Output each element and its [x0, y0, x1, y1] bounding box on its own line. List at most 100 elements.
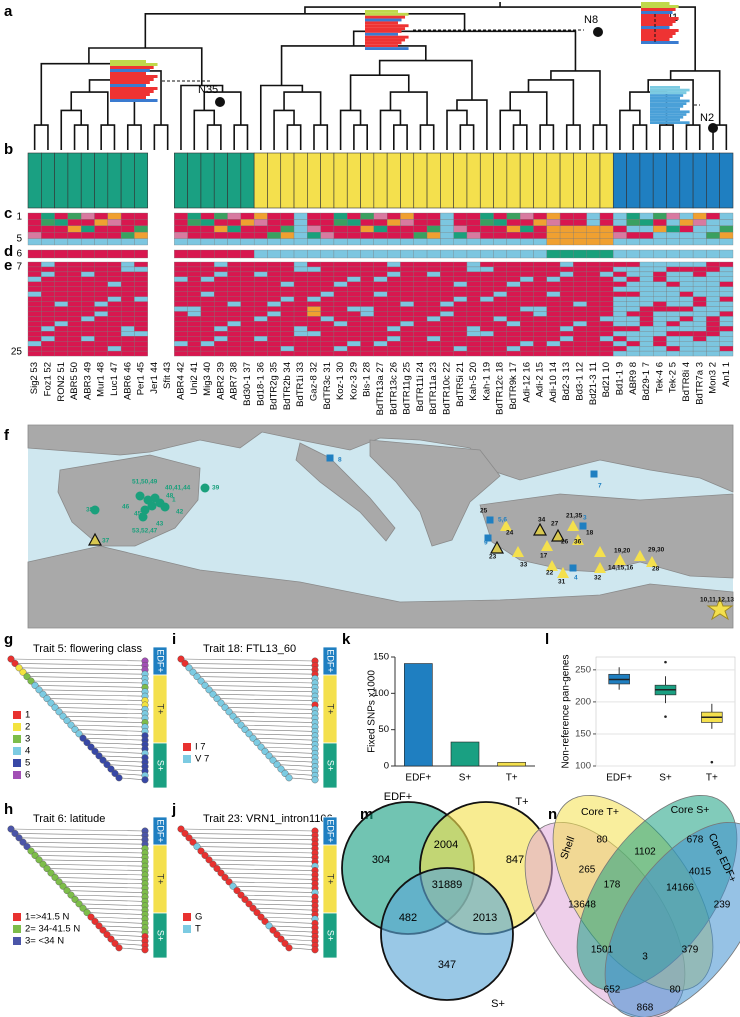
heatmap-cell — [599, 336, 614, 342]
y-tick-label: 150 — [373, 652, 389, 663]
sample-label: Bd3-1 12 — [575, 362, 586, 401]
trait-title: Trait 6: latitude — [33, 813, 105, 825]
heatmap-cell — [27, 261, 42, 268]
heatmap-cell — [466, 281, 481, 287]
heatmap-cell — [719, 301, 734, 307]
heatmap-cell — [320, 296, 335, 302]
trait-node — [177, 655, 185, 663]
trait-node — [185, 834, 193, 842]
heatmap-cell — [360, 238, 374, 246]
heatmap-cell — [440, 286, 454, 292]
sample-label: Kah-1 19 — [481, 362, 492, 401]
trait-node — [47, 699, 55, 707]
heatmap-cell — [586, 321, 601, 327]
heatmap-cell — [240, 301, 255, 307]
admixture-bar — [679, 152, 694, 209]
map-label: 39 — [212, 485, 220, 492]
trait-node — [193, 673, 201, 681]
heatmap-cell — [520, 232, 534, 239]
heatmap-cell — [253, 336, 268, 342]
tree-branch — [272, 929, 316, 933]
heatmap-cell — [400, 266, 414, 273]
trait-node — [281, 939, 289, 947]
heatmap-cell — [426, 341, 441, 347]
heatmap-cell — [41, 232, 55, 239]
heatmap-cell — [653, 281, 667, 287]
heatmap-cell — [692, 281, 707, 287]
legend-label: 2= 34-41.5 N — [25, 924, 80, 935]
heatmap-cell — [573, 301, 587, 307]
heatmap-cell — [586, 271, 601, 277]
heatmap-cell — [307, 350, 321, 357]
heatmap-cell — [679, 311, 694, 317]
heatmap-cell — [174, 261, 188, 268]
heatmap-cell — [426, 219, 441, 226]
heatmap-cell — [453, 296, 468, 302]
thumbnail-row — [110, 72, 146, 75]
heatmap-cell — [533, 350, 547, 357]
admixture-bar — [240, 152, 255, 209]
heatmap-cell — [520, 219, 534, 226]
region-count: 80 — [669, 985, 681, 996]
x-tick-label: EDF+ — [606, 773, 632, 784]
heatmap-cell — [613, 281, 627, 287]
heatmap-cell — [347, 261, 361, 268]
group-label: EDF+ — [326, 819, 336, 842]
tree-branch — [98, 925, 146, 929]
heatmap-cell — [267, 306, 281, 312]
tree-branch — [82, 907, 146, 911]
thumbnail-row — [110, 69, 150, 72]
heatmap-cell — [626, 341, 641, 347]
heatmap-cell — [214, 311, 228, 317]
region-count: 265 — [579, 865, 596, 876]
heatmap-cell — [41, 316, 55, 322]
heatmap-cell — [214, 350, 228, 357]
heatmap-cell — [41, 311, 55, 317]
heatmap-cell — [493, 326, 508, 332]
heatmap-cell — [466, 225, 481, 233]
heatmap-cell — [719, 331, 734, 337]
heatmap-cell — [706, 232, 720, 239]
heatmap-cell — [253, 316, 268, 322]
tree-branch — [280, 938, 316, 942]
heatmap-cell — [400, 212, 414, 220]
heatmap-cell — [200, 232, 215, 239]
map-label: 53,52,47 — [132, 528, 158, 535]
heatmap-cell — [506, 306, 521, 312]
panel-letter: f — [4, 427, 10, 444]
heatmap-cell — [706, 266, 720, 273]
heatmap-cell — [107, 306, 122, 312]
tree-branch — [184, 833, 316, 836]
heatmap-cell — [27, 271, 42, 277]
heatmap-cell — [453, 225, 468, 233]
heatmap-cell — [626, 238, 641, 246]
heatmap-cell — [533, 225, 547, 233]
trait-node — [63, 717, 71, 725]
heatmap-cell — [493, 281, 508, 287]
heatmap-cell — [81, 331, 95, 337]
trait-node — [221, 873, 229, 881]
heatmap-cell — [613, 286, 627, 292]
map-label: 32 — [594, 575, 602, 582]
heatmap-cell — [94, 249, 108, 259]
heatmap-cell — [387, 336, 401, 342]
heatmap-cell — [174, 345, 188, 352]
trait-node — [79, 734, 87, 742]
legend-swatch — [13, 925, 21, 933]
tree-branch — [204, 685, 316, 688]
heatmap-cell — [267, 311, 281, 317]
trait-node — [87, 743, 95, 751]
heatmap-cell — [200, 249, 215, 259]
heatmap-cell — [613, 219, 627, 226]
heatmap-cell — [413, 286, 428, 292]
heatmap-cell — [440, 238, 454, 246]
trait-node — [217, 869, 225, 877]
heatmap-cell — [613, 276, 627, 282]
thumbnail-row — [365, 47, 409, 50]
tree-branch — [339, 109, 362, 150]
heatmap-cell — [599, 326, 614, 332]
tree-node — [215, 97, 225, 107]
heatmap-cell — [400, 345, 414, 352]
heatmap-cell — [533, 296, 547, 302]
thumbnail-row — [650, 115, 684, 119]
